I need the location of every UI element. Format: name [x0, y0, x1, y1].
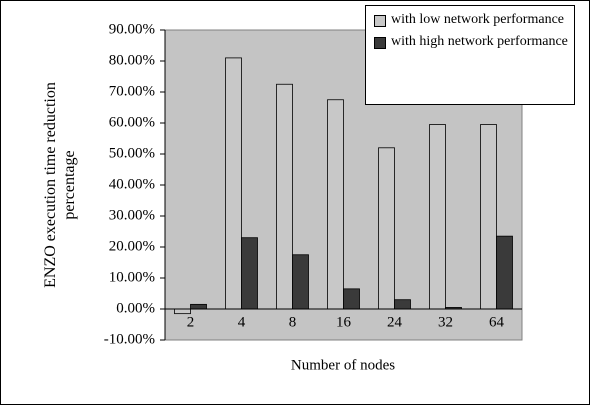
- y-tick-label: 20.00%: [109, 238, 155, 254]
- y-tick-label: 40.00%: [109, 176, 155, 192]
- bar: [378, 147, 395, 310]
- bar: [276, 83, 293, 310]
- y-tick-label: -10.00%: [104, 331, 155, 347]
- y-tick-label: 50.00%: [109, 145, 155, 161]
- legend-label: with low network performance: [391, 12, 564, 27]
- bar: [190, 303, 207, 310]
- legend-swatch: [374, 15, 386, 27]
- y-tick-label: 90.00%: [109, 21, 155, 37]
- bar: [496, 235, 513, 310]
- x-tick-label: 64: [489, 314, 505, 330]
- x-tick-label: 4: [238, 314, 246, 330]
- bar: [225, 57, 242, 310]
- legend-item: with high network performance: [370, 33, 570, 51]
- y-tick-label: 60.00%: [109, 114, 155, 130]
- y-tick-label: 80.00%: [109, 52, 155, 68]
- x-tick-label: 16: [336, 314, 352, 330]
- bar: [429, 124, 446, 310]
- bar: [343, 288, 360, 310]
- bar: [327, 99, 344, 310]
- bar: [480, 124, 497, 310]
- x-tick-label: 8: [289, 314, 297, 330]
- legend-swatch: [374, 37, 386, 49]
- bar: [241, 237, 258, 310]
- x-tick-label: 24: [387, 314, 403, 330]
- legend: with low network performance with high ne…: [365, 5, 575, 105]
- y-tick-label: 30.00%: [109, 207, 155, 223]
- y-axis-title: ENZO execution time reduction percentage: [42, 82, 78, 288]
- legend-label: with high network performance: [391, 34, 568, 49]
- y-tick-label: 10.00%: [109, 269, 155, 285]
- bar: [292, 254, 309, 310]
- bar: [174, 308, 191, 315]
- y-tick-label: 70.00%: [109, 83, 155, 99]
- x-axis-title: Number of nodes: [291, 357, 395, 373]
- x-tick-label: 32: [438, 314, 453, 330]
- bar: [394, 299, 411, 310]
- legend-item: with low network performance: [370, 11, 570, 29]
- y-tick-label: 0.00%: [116, 300, 155, 316]
- x-tick-label: 2: [187, 314, 195, 330]
